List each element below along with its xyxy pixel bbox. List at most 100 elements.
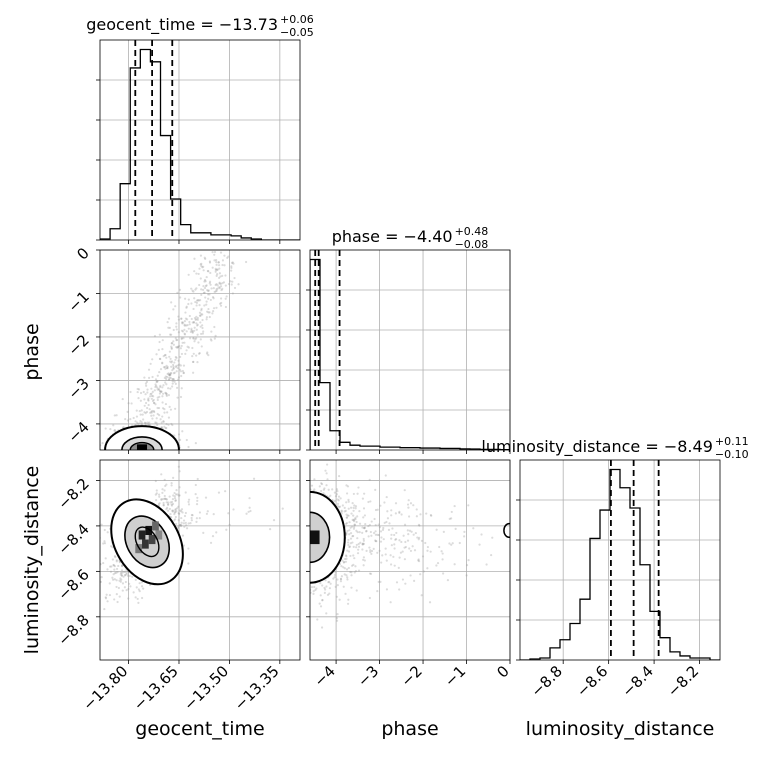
scatter-point — [212, 310, 215, 313]
scatter-point — [218, 267, 221, 270]
scatter-point — [129, 585, 132, 588]
scatter-point — [194, 493, 197, 496]
scatter-point — [221, 263, 224, 267]
y-tick-label-luminosity-distance: −8.6 — [54, 565, 92, 603]
hist-geocent-time-frame — [99, 39, 301, 241]
scatter-point — [231, 280, 234, 283]
scatter-point — [200, 307, 203, 310]
scatter-point — [344, 554, 348, 557]
scatter-point — [240, 247, 242, 249]
scatter-point — [335, 595, 338, 598]
scatter-point — [167, 503, 170, 506]
scatter-point — [120, 569, 124, 572]
scatter-point — [223, 238, 225, 240]
scatter-point — [361, 526, 364, 529]
scatter-point — [394, 538, 398, 541]
scatter-point — [376, 508, 379, 511]
scatter-point — [340, 565, 343, 568]
scatter-point — [174, 510, 177, 514]
scatter-point — [104, 427, 107, 430]
scatter-point — [187, 500, 190, 503]
scatter-point — [268, 528, 272, 531]
scatter-point — [124, 417, 127, 421]
scatter-point — [376, 551, 379, 554]
scatter-point — [232, 508, 235, 511]
scatter-point — [163, 425, 166, 428]
scatter-point — [178, 494, 181, 497]
y-tick-label-phase: −4 — [64, 418, 92, 446]
scatter-point — [324, 588, 327, 591]
scatter-point — [94, 565, 96, 567]
scatter-point — [385, 520, 388, 524]
scatter-point — [189, 330, 192, 334]
scatter-point — [179, 370, 183, 373]
scatter-point — [171, 498, 175, 501]
scatter-point — [376, 590, 379, 593]
scatter-point — [344, 592, 347, 595]
scatter-point — [347, 500, 350, 503]
scatter-point — [164, 353, 167, 357]
scatter-point — [129, 452, 131, 454]
scatter-point — [121, 397, 124, 401]
histogram-geocent-time — [100, 48, 300, 240]
scatter-point — [121, 564, 124, 568]
scatter-point — [214, 283, 217, 287]
scatter-point — [326, 593, 330, 596]
scatter-point — [162, 366, 166, 369]
scatter-point — [156, 388, 159, 391]
scatter-point — [168, 495, 171, 498]
scatter-point — [321, 599, 324, 602]
scatter-point — [409, 574, 412, 577]
scatter-point — [115, 579, 118, 582]
scatter-point — [209, 271, 212, 275]
scatter-point — [367, 500, 370, 504]
scatter-point — [389, 563, 393, 566]
scatter-point — [210, 339, 213, 342]
scatter-point — [168, 373, 171, 376]
scatter-point — [374, 508, 378, 512]
scatter-point — [394, 502, 398, 505]
scatter-point — [151, 417, 154, 420]
scatter-point — [216, 287, 219, 290]
scatter-point — [354, 518, 357, 521]
scatter-point — [245, 512, 248, 515]
scatter-point — [115, 571, 118, 574]
scatter-point — [347, 538, 350, 542]
scatter-point — [417, 558, 420, 561]
scatter-point — [201, 326, 204, 330]
scatter-point — [361, 497, 365, 500]
scatter-point — [190, 513, 193, 517]
scatter-point — [106, 600, 109, 603]
scatter-point — [174, 508, 177, 512]
scatter-point — [204, 496, 208, 499]
scatter-point — [149, 392, 152, 396]
scatter-point — [212, 297, 215, 300]
scatter-point — [374, 540, 377, 543]
scatter-point — [232, 237, 234, 239]
scatter-point — [323, 591, 326, 594]
scatter-point — [206, 510, 209, 513]
scatter-point — [140, 409, 143, 412]
scatter-point — [181, 322, 184, 325]
scatter-point — [211, 535, 215, 538]
scatter-point — [134, 596, 137, 599]
scatter-point — [191, 330, 194, 334]
scatter-point — [419, 513, 422, 516]
scatter-point — [187, 445, 190, 449]
scatter-point — [191, 329, 194, 333]
scatter-point — [429, 550, 432, 553]
scatter-point — [144, 412, 147, 415]
scatter-point — [208, 311, 211, 314]
scatter-point — [341, 504, 344, 507]
scatter-point — [435, 528, 438, 531]
scatter-point — [393, 564, 396, 567]
scatter-point — [163, 478, 166, 482]
scatter-point — [143, 464, 145, 466]
scatter-point — [174, 508, 177, 511]
scatter-point — [336, 578, 339, 581]
scatter-point — [142, 390, 145, 394]
scatter-point — [177, 376, 181, 379]
scatter-point — [199, 277, 202, 280]
scatter-point — [426, 567, 429, 570]
scatter-point — [441, 552, 444, 555]
